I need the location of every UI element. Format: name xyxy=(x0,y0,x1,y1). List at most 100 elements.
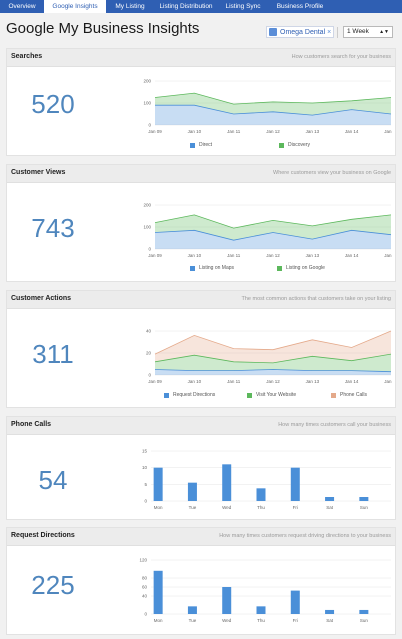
y-tick-label: 0 xyxy=(144,499,147,504)
phone-calls-card: Phone Calls How many times customers cal… xyxy=(6,416,396,520)
top-nav: Overview Google Insights My Listing List… xyxy=(0,0,402,13)
y-tick-label: 0 xyxy=(144,612,147,617)
tab-google-insights[interactable]: Google Insights xyxy=(44,0,106,13)
request-directions-card: Request Directions How many times custom… xyxy=(6,527,396,635)
x-tick-label: Jan 14 xyxy=(345,253,359,258)
x-tick-label: Jan 15 xyxy=(384,379,393,384)
x-tick-label: Mon xyxy=(154,618,163,623)
y-tick-label: 5 xyxy=(144,482,147,487)
business-name: Omega Dental xyxy=(280,28,326,36)
card-title: Customer Actions xyxy=(11,295,72,302)
bar xyxy=(325,609,335,614)
x-tick-label: Fri xyxy=(293,618,298,623)
x-tick-label: Jan 12 xyxy=(266,253,280,258)
chart-legend: Request Directions Visit Your Website Ph… xyxy=(7,392,397,400)
series-line xyxy=(154,214,392,229)
card-header: Phone Calls How many times customers cal… xyxy=(7,417,395,435)
card-header: Searches How customers search for your b… xyxy=(7,49,395,67)
y-tick-label: 100 xyxy=(143,225,151,230)
bar xyxy=(290,467,300,501)
tab-my-listing[interactable]: My Listing xyxy=(115,3,145,10)
request-directions-chart: 120 80 60 40 0 Mon Tue Wed Thu Fri Sat Sun xyxy=(139,558,391,623)
tab-overview[interactable]: Overview xyxy=(8,3,36,10)
y-tick-label: 60 xyxy=(142,585,148,590)
bar xyxy=(187,482,197,501)
x-tick-label: Jan 11 xyxy=(227,129,241,134)
y-tick-label: 40 xyxy=(146,329,152,334)
y-tick-label: 100 xyxy=(143,101,151,106)
bar xyxy=(222,464,232,501)
legend-item: Visit Your Website xyxy=(247,392,296,398)
legend-item: Direct xyxy=(190,142,212,148)
y-tick-label: 15 xyxy=(142,449,148,454)
x-tick-label: Tue xyxy=(189,618,197,623)
metric-value: 54 xyxy=(38,465,68,495)
bar xyxy=(153,467,163,501)
x-tick-label: Jan 11 xyxy=(227,379,241,384)
chart-legend: Listing on Maps Listing on Google xyxy=(7,265,397,273)
bar xyxy=(187,606,197,614)
card-subtitle: The most common actions that customers t… xyxy=(241,296,391,302)
x-tick-label: Fri xyxy=(293,505,298,510)
google-business-icon xyxy=(269,28,277,36)
legend-item: Listing on Google xyxy=(277,265,325,271)
x-tick-label: Jan 14 xyxy=(345,379,359,384)
phone-calls-chart: 15 10 5 0 Mon Tue Wed Thu Fri Sat Sun xyxy=(142,449,391,510)
y-tick-label: 120 xyxy=(139,558,147,563)
bar xyxy=(222,587,232,614)
x-tick-label: Sun xyxy=(360,618,369,623)
series-area xyxy=(155,331,391,363)
remove-business-icon[interactable]: × xyxy=(327,28,332,36)
y-tick-label: 10 xyxy=(142,465,148,470)
card-header: Customer Actions The most common actions… xyxy=(7,291,395,309)
x-tick-label: Jan 10 xyxy=(188,253,202,258)
customer-actions-card: Customer Actions The most common actions… xyxy=(6,290,396,408)
series-area xyxy=(155,105,391,125)
legend-item: Discovery xyxy=(279,142,310,148)
legend-item: Request Directions xyxy=(164,392,215,398)
x-tick-label: Jan 15 xyxy=(384,129,393,134)
card-header: Request Directions How many times custom… xyxy=(7,528,395,546)
period-select[interactable]: 1 Week ▲▼ xyxy=(343,26,393,38)
series-line xyxy=(154,92,392,105)
customer-views-card: Customer Views Where customers view your… xyxy=(6,164,396,282)
legend-item: Listing on Maps xyxy=(190,265,234,271)
x-tick-label: Thu xyxy=(257,505,265,510)
searches-card: Searches How customers search for your b… xyxy=(6,48,396,156)
metric-value: 311 xyxy=(32,339,74,369)
x-tick-label: Mon xyxy=(154,505,163,510)
metric-value: 743 xyxy=(31,213,75,243)
tab-business-profile[interactable]: Business Profile xyxy=(276,3,324,10)
series-line xyxy=(154,369,392,373)
x-tick-label: Jan 13 xyxy=(306,129,320,134)
card-subtitle: How many times customers call your busin… xyxy=(278,422,391,428)
x-tick-label: Jan 14 xyxy=(345,129,359,134)
y-tick-label: 0 xyxy=(148,123,151,128)
x-tick-label: Jan 12 xyxy=(266,129,280,134)
card-subtitle: How customers search for your business xyxy=(291,54,391,60)
series-line xyxy=(154,229,392,241)
x-tick-label: Sat xyxy=(326,505,334,510)
y-tick-label: 200 xyxy=(143,203,151,208)
tab-listing-sync[interactable]: Listing Sync xyxy=(225,3,261,10)
tab-listing-distribution[interactable]: Listing Distribution xyxy=(159,3,213,10)
x-tick-label: Sat xyxy=(326,618,334,623)
metric-value: 225 xyxy=(31,570,75,600)
card-subtitle: Where customers view your business on Go… xyxy=(273,170,391,176)
card-subtitle: How many times customers request driving… xyxy=(219,533,391,539)
x-tick-label: Jan 13 xyxy=(306,379,320,384)
bar xyxy=(359,609,369,614)
bar xyxy=(153,570,163,614)
card-title: Searches xyxy=(11,53,43,60)
bar xyxy=(256,606,266,614)
y-tick-label: 40 xyxy=(142,594,148,599)
x-tick-label: Jan 09 xyxy=(148,253,162,258)
bar xyxy=(325,497,335,501)
bar xyxy=(290,590,300,614)
business-selector[interactable]: Omega Dental × xyxy=(266,26,334,38)
metric-value: 520 xyxy=(31,89,75,119)
select-arrows-icon: ▲▼ xyxy=(379,29,389,35)
x-tick-label: Sun xyxy=(360,505,369,510)
x-tick-label: Jan 11 xyxy=(227,253,241,258)
